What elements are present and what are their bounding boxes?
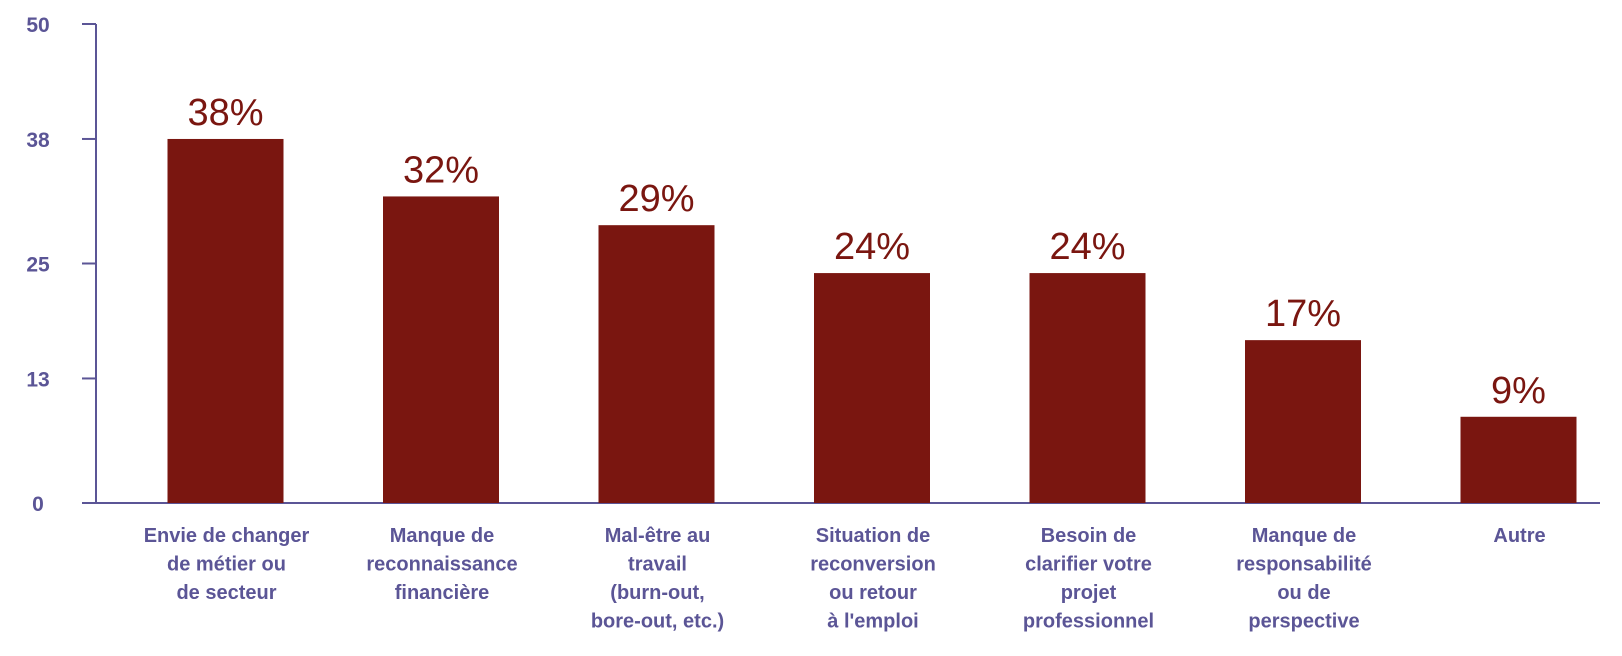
category-label-line: clarifier votre <box>1025 554 1152 576</box>
category-label-line: de secteur <box>176 582 276 604</box>
data-label: 29% <box>618 178 694 220</box>
bar <box>814 273 930 503</box>
category-label-line: projet <box>1061 582 1117 604</box>
data-label: 24% <box>834 226 910 268</box>
category-label: Envie de changer de métier ou de secteur <box>144 525 310 604</box>
bar <box>167 138 284 503</box>
category-label: Manque de responsabilité ou de perspective <box>1236 525 1372 633</box>
category-label-line: Situation de <box>816 525 930 547</box>
category-label-line: bore-out, etc.) <box>591 611 724 633</box>
category-label: Manque de reconnaissance financière <box>366 525 517 604</box>
bar <box>1460 416 1577 503</box>
bars <box>167 138 1577 503</box>
category-label-line: Mal-être au <box>605 525 711 547</box>
category-label: Besoin de clarifier votre projet profession… <box>1023 525 1154 633</box>
category-label-line: Envie de changer <box>144 525 310 547</box>
bar <box>1245 340 1361 503</box>
category-label-line: Manque de <box>390 525 494 547</box>
category-label-line: de métier ou <box>167 554 286 576</box>
category-label-line: ou retour <box>829 582 917 604</box>
data-label: 17% <box>1265 293 1341 335</box>
category-label-line: à l'emploi <box>827 611 918 633</box>
category-label-line: professionnel <box>1023 611 1154 633</box>
category-label-line: reconnaissance <box>366 554 517 576</box>
category-label-line: travail <box>628 554 687 576</box>
data-label: 32% <box>403 149 479 191</box>
labels: 38% Envie de changer de métier ou de secteu… <box>144 92 1546 633</box>
category-label-line: financière <box>395 582 489 604</box>
data-label: 24% <box>1049 226 1125 268</box>
bar <box>1029 273 1146 503</box>
category-label: Autre <box>1493 525 1545 547</box>
category-label-line: reconversion <box>810 554 936 576</box>
data-label: 38% <box>187 92 263 134</box>
category-label-line: perspective <box>1248 611 1359 633</box>
category-label-line: Autre <box>1493 525 1545 547</box>
category-label-line: responsabilité <box>1236 554 1372 576</box>
category-label-line: ou de <box>1277 582 1330 604</box>
category-label-line: Manque de <box>1252 525 1356 547</box>
y-tick-label: 0 <box>32 493 44 516</box>
category-label: Situation de reconversion ou retour à l'emp… <box>810 525 936 633</box>
category-label-line: Besoin de <box>1041 525 1137 547</box>
y-tick-label: 13 <box>26 368 49 391</box>
y-tick-label: 50 <box>26 14 49 37</box>
bar <box>598 225 715 503</box>
y-tick-label: 38 <box>26 129 50 152</box>
y-tick-label: 25 <box>26 254 50 277</box>
category-label: Mal-être au travail (burn-out, bore-out, et… <box>591 525 724 633</box>
category-label-line: (burn-out, <box>610 582 704 604</box>
data-label: 9% <box>1491 370 1546 412</box>
bar <box>383 196 499 503</box>
